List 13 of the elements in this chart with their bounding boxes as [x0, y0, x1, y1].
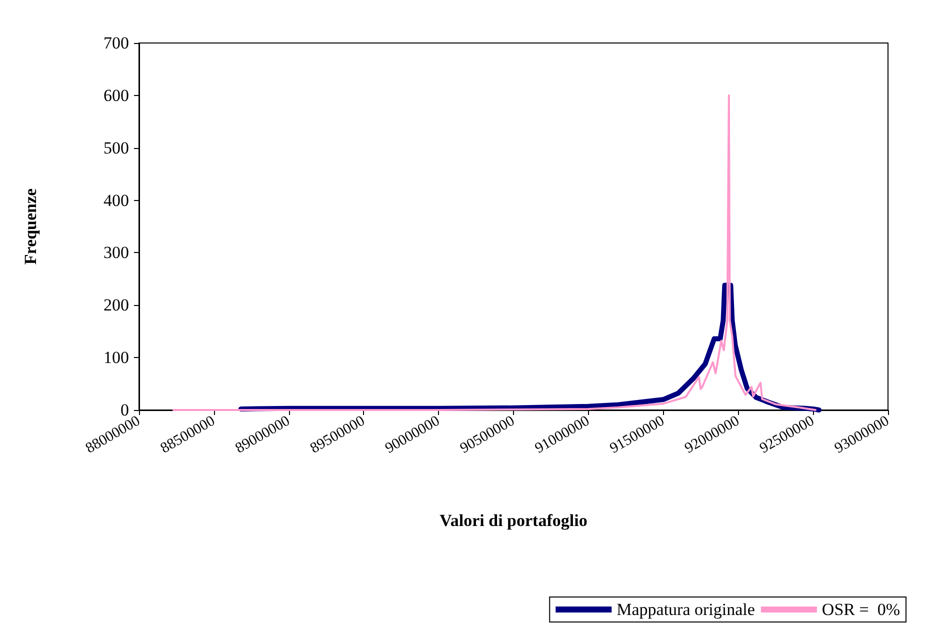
x-axis-title: Valori di portafoglio	[440, 511, 588, 530]
y-axis-title: Frequenze	[21, 188, 40, 265]
y-tick-label: 700	[104, 34, 129, 52]
y-tick-label: 200	[104, 296, 129, 315]
legend-label: Mappatura originale	[616, 600, 755, 619]
y-tick-label: 500	[104, 138, 129, 158]
y-tick-label: 300	[104, 243, 129, 262]
y-tick-label: 400	[104, 190, 129, 210]
y-tick-label: 600	[104, 86, 129, 105]
legend-label: OSR = 0%	[822, 600, 900, 619]
y-tick-label: 0	[120, 400, 129, 420]
line-series	[172, 94, 816, 411]
y-tick-label: 100	[104, 348, 129, 368]
